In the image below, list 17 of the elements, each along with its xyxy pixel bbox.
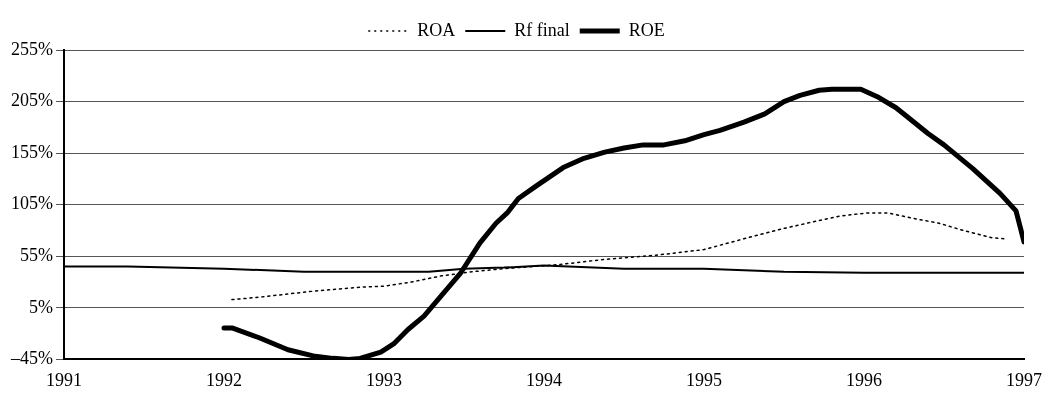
- x-tick-label: 1993: [366, 369, 402, 390]
- x-tick-label: 1991: [45, 369, 82, 390]
- x-tick-label: 1995: [686, 369, 722, 390]
- x-tick-label: 1994: [526, 369, 562, 390]
- y-tick-label: 5%: [28, 296, 53, 317]
- legend-label: Rf final: [514, 19, 570, 40]
- legend-label: ROA: [417, 19, 456, 40]
- x-tick-label: 1996: [846, 369, 882, 390]
- x-tick-label: 1997: [1006, 369, 1042, 390]
- y-tick-label: 255%: [10, 38, 53, 59]
- x-tick-label: 1992: [206, 369, 242, 390]
- legend-label: ROE: [628, 19, 665, 40]
- y-tick-label: 55%: [19, 245, 53, 265]
- y-tick-label: –45%: [9, 348, 53, 369]
- y-tick-label: 155%: [10, 141, 53, 162]
- y-tick-label: 105%: [10, 193, 53, 214]
- y-tick-label: 205%: [10, 90, 53, 111]
